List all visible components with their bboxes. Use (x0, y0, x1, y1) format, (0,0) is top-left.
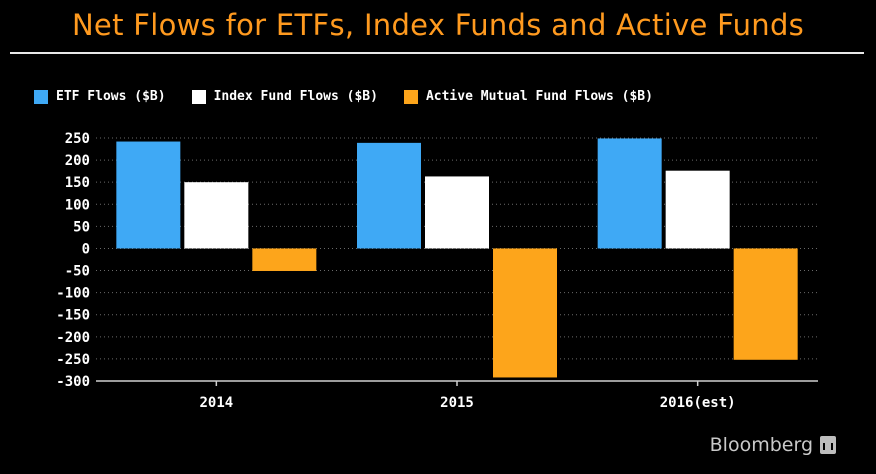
x-tick-label: 2016(est) (660, 395, 736, 411)
bar (733, 248, 798, 360)
legend-swatch-etf (34, 89, 48, 104)
y-tick-label: -250 (56, 352, 90, 368)
legend-label-index: Index Fund Flows ($B) (213, 89, 378, 104)
brand-text: Bloomberg (709, 434, 813, 456)
chart-title: Net Flows for ETFs, Index Funds and Acti… (71, 8, 805, 42)
y-tick-label: 100 (65, 197, 90, 213)
tick-labels: 250 200 150 100 50 0 -50 -100 -150 -200 -250 -300 20… (56, 131, 735, 411)
axes (96, 380, 818, 386)
legend-item-active: Active Mutual Fund Flows ($B) (403, 89, 653, 104)
y-tick-label: 0 (82, 241, 90, 257)
y-tick-label: -200 (56, 330, 90, 346)
y-tick-label: 200 (65, 153, 90, 169)
y-tick-label: -150 (56, 308, 90, 324)
bar (597, 138, 662, 249)
y-tick-label: -300 (56, 374, 90, 390)
y-tick-label: 50 (73, 219, 90, 235)
bar (357, 142, 421, 249)
bars (116, 138, 798, 378)
chart-legend: ETF Flows ($B) Index Fund Flows ($B) Act… (34, 89, 679, 104)
x-tick-label: 2014 (199, 395, 233, 411)
bar (184, 182, 249, 249)
title-divider (10, 52, 864, 54)
y-tick-label: -100 (56, 286, 90, 302)
bloomberg-brand: Bloomberg (710, 434, 836, 456)
bar (116, 141, 181, 249)
x-tick-label: 2015 (440, 395, 474, 411)
bar (425, 176, 489, 249)
bloomberg-chart-icon (820, 436, 836, 454)
legend-swatch-index (191, 89, 206, 104)
legend-label-active: Active Mutual Fund Flows ($B) (425, 89, 653, 104)
legend-item-index: Index Fund Flows ($B) (191, 89, 378, 104)
legend-swatch-active (403, 89, 418, 104)
bar (665, 170, 730, 249)
y-tick-label: -50 (65, 264, 90, 280)
y-tick-label: 150 (65, 175, 90, 191)
legend-item-etf: ETF Flows ($B) (34, 89, 166, 104)
bar (252, 248, 317, 271)
legend-label-etf: ETF Flows ($B) (56, 89, 166, 104)
bar (493, 248, 557, 378)
y-tick-label: 250 (65, 131, 90, 147)
